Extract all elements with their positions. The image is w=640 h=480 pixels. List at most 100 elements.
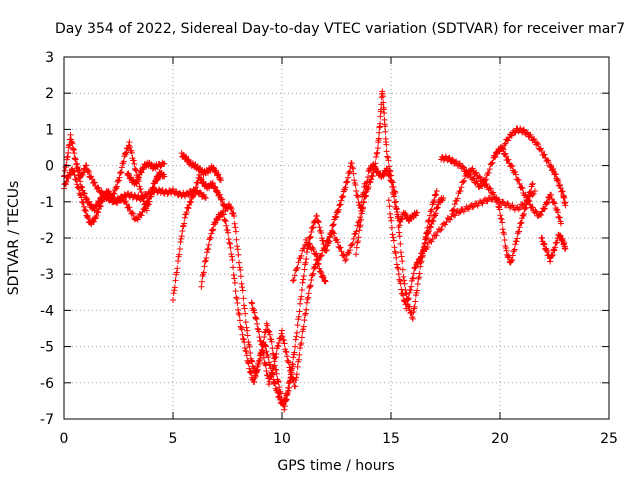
data-point	[123, 201, 130, 208]
data-point	[232, 228, 239, 235]
data-point	[419, 252, 426, 259]
series-sat-h	[248, 256, 329, 390]
data-point	[391, 193, 398, 200]
data-point	[115, 177, 122, 184]
data-point	[410, 270, 417, 277]
data-point	[320, 274, 327, 281]
data-point	[457, 188, 464, 195]
data-point	[339, 194, 346, 201]
data-point	[540, 240, 547, 247]
data-point	[242, 318, 249, 325]
data-point	[261, 359, 268, 366]
x-tick-label: 20	[491, 431, 509, 447]
data-point	[135, 174, 142, 181]
series-sat-j	[353, 161, 421, 258]
data-point	[302, 310, 309, 317]
data-point	[552, 244, 559, 251]
data-point	[178, 233, 185, 240]
data-point	[342, 257, 349, 264]
data-point	[529, 204, 536, 211]
data-point	[201, 194, 208, 201]
data-point	[305, 290, 312, 297]
data-point	[345, 174, 352, 181]
data-point	[414, 287, 421, 294]
data-point	[315, 219, 322, 226]
data-point	[460, 178, 467, 185]
data-point	[260, 354, 267, 361]
data-point	[75, 185, 82, 192]
data-point	[179, 223, 186, 230]
data-point	[334, 208, 341, 215]
data-point	[295, 259, 302, 266]
data-point	[550, 165, 557, 172]
data-point	[234, 246, 241, 253]
data-point	[353, 188, 360, 195]
data-point	[409, 275, 416, 282]
series-sat-p	[538, 231, 569, 265]
data-point	[159, 186, 166, 193]
data-point	[346, 247, 353, 254]
data-point	[410, 275, 417, 282]
data-point	[360, 199, 367, 206]
data-point	[431, 197, 438, 204]
data-point	[303, 256, 310, 263]
data-point	[297, 300, 304, 307]
data-point	[526, 189, 533, 196]
data-point	[132, 166, 139, 173]
data-point	[285, 387, 292, 394]
data-point	[146, 195, 153, 202]
data-point	[140, 194, 147, 201]
data-point	[388, 178, 395, 185]
data-point	[400, 273, 407, 280]
data-point	[307, 234, 314, 241]
data-point	[296, 351, 303, 358]
data-point	[487, 185, 494, 192]
data-point	[349, 164, 356, 171]
data-point	[232, 224, 239, 231]
data-point	[483, 180, 490, 187]
data-point	[333, 236, 340, 243]
data-point	[80, 169, 87, 176]
data-point	[416, 274, 423, 281]
data-point	[222, 218, 229, 225]
data-point	[283, 353, 290, 360]
data-point	[205, 245, 212, 252]
data-point	[136, 174, 143, 181]
data-point	[181, 220, 188, 227]
x-tick-label: 25	[600, 431, 618, 447]
data-point	[330, 229, 337, 236]
data-point	[289, 277, 296, 284]
data-point	[65, 149, 72, 156]
data-point	[138, 212, 145, 219]
data-point	[240, 295, 247, 302]
series-sat-o	[501, 125, 569, 209]
data-point	[275, 379, 282, 386]
data-point	[515, 176, 522, 183]
data-point	[298, 293, 305, 300]
data-point	[424, 224, 431, 231]
data-point	[358, 216, 365, 223]
data-point	[437, 227, 444, 234]
data-point	[190, 192, 197, 199]
data-point	[400, 292, 407, 299]
data-point	[258, 341, 265, 348]
data-point	[374, 149, 381, 156]
data-point	[373, 150, 380, 157]
data-point	[88, 173, 95, 180]
data-point	[549, 251, 556, 258]
data-point	[254, 325, 261, 332]
data-point	[129, 209, 136, 216]
data-point	[297, 345, 304, 352]
data-point	[85, 214, 92, 221]
data-point	[355, 234, 362, 241]
data-point	[123, 149, 130, 156]
data-point	[521, 206, 528, 213]
data-point	[491, 191, 498, 198]
data-point	[337, 201, 344, 208]
data-point	[133, 167, 140, 174]
data-point	[344, 178, 351, 185]
data-point	[118, 164, 125, 171]
data-point	[376, 129, 383, 136]
data-point	[307, 283, 314, 290]
data-point	[388, 217, 395, 224]
